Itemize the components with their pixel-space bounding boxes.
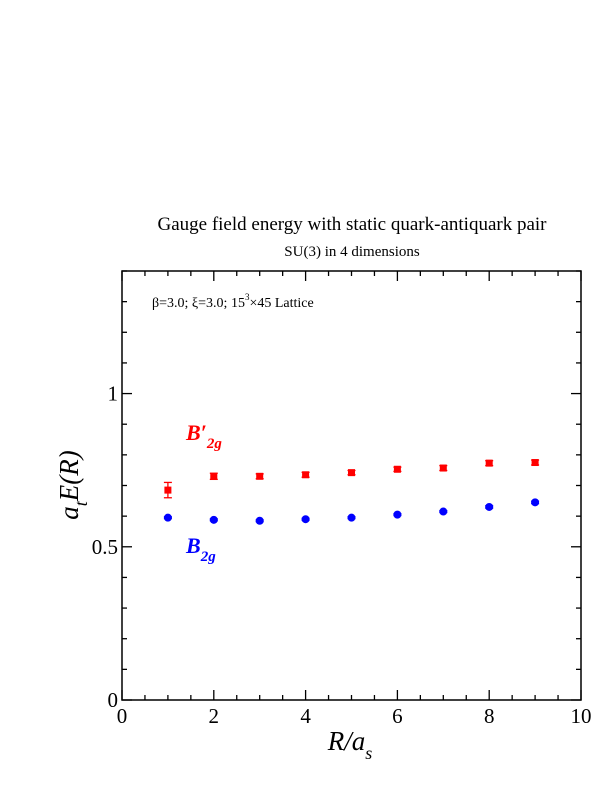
chart-title: Gauge field energy with static quark-ant… [157, 214, 547, 235]
data-point [164, 486, 172, 494]
data-point [485, 502, 494, 511]
annotation-lattice-base: 15 [231, 296, 245, 311]
x-axis-label-main: R/a [327, 726, 366, 756]
data-point [210, 472, 218, 480]
x-tick-label: 6 [392, 704, 403, 728]
y-tick-label: 0 [108, 688, 119, 712]
data-point [439, 507, 448, 516]
y-axis-label-sub: t [71, 500, 91, 506]
y-axis-label-main: E(R) [54, 450, 84, 502]
annotation-xi: ξ=3.0; [192, 296, 228, 311]
data-point [393, 510, 402, 519]
legend-label-b2g-prime-sub: 2g [206, 436, 223, 452]
series-layer [163, 459, 540, 525]
legend-label-b2g-prime: B′2g [185, 420, 222, 452]
x-tick-label: 0 [117, 704, 128, 728]
data-point [393, 465, 401, 473]
plot-frame [121, 270, 582, 701]
data-point [163, 513, 172, 522]
x-tick-label: 8 [484, 704, 495, 728]
series-b2g-prime [163, 459, 540, 499]
data-point [347, 513, 356, 522]
x-axis-label: R/as [327, 726, 373, 763]
tick-labels: 0 2 4 6 8 10 0 0.5 1 [92, 382, 592, 728]
x-tick-label: 10 [571, 704, 592, 728]
y-axis-label: atE(R) [54, 450, 91, 519]
lattice-annotation: β=3.0; ξ=3.0; 153×45 Lattice [152, 292, 314, 311]
x-axis-label-sub: s [365, 743, 372, 763]
legend-label-b2g-prime-main: B′ [185, 420, 207, 445]
series-b2g [163, 498, 540, 525]
legend-label-b2g-sub: 2g [200, 549, 217, 565]
x-tick-label: 4 [300, 704, 311, 728]
y-axis-label-pre: a [54, 506, 84, 520]
legend-label-b2g: B2g [185, 533, 216, 565]
y-tick-label: 1 [108, 382, 119, 406]
annotation-lattice-rest: ×45 Lattice [249, 296, 313, 311]
axis-ticks [121, 270, 582, 701]
data-point [531, 498, 540, 507]
data-point [348, 469, 355, 477]
annotation-beta: β=3.0; [152, 296, 188, 311]
x-tick-label: 2 [209, 704, 220, 728]
legend-label-b2g-main: B [185, 533, 201, 558]
y-tick-label: 0.5 [92, 535, 118, 559]
chart-subtitle: SU(3) in 4 dimensions [284, 244, 420, 260]
data-point [531, 459, 539, 467]
data-point [209, 515, 218, 524]
data-point [485, 459, 493, 467]
data-point [302, 471, 310, 479]
data-point [439, 464, 447, 472]
annotation-lattice-exp: 3 [245, 292, 250, 302]
data-point [301, 515, 310, 524]
data-point [256, 472, 264, 480]
data-point [255, 516, 264, 525]
